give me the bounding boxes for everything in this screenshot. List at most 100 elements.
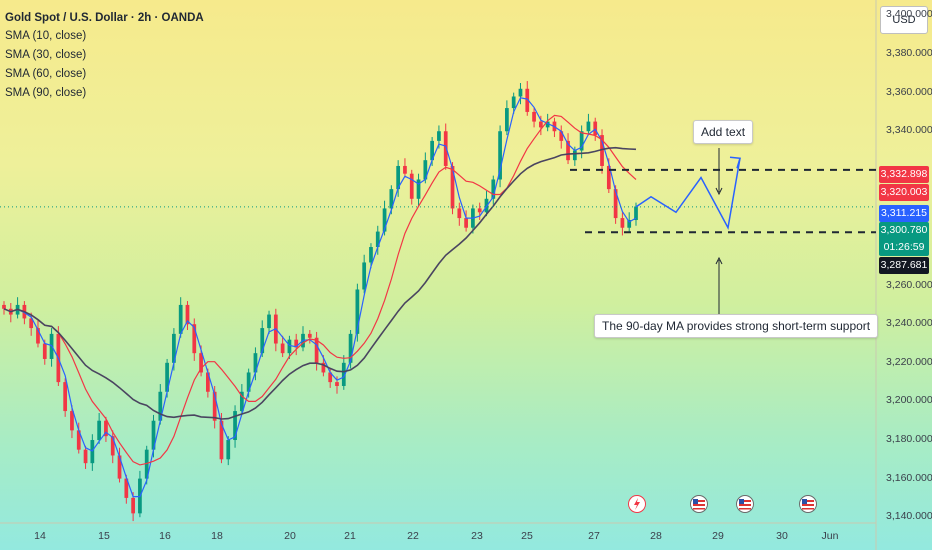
price-tick: 3,200.000 xyxy=(886,394,932,407)
date-tick: 28 xyxy=(650,530,662,542)
candle-body xyxy=(307,333,312,338)
candle-body xyxy=(70,411,74,431)
candle-body xyxy=(627,220,632,228)
us-flag-icon[interactable] xyxy=(690,495,708,513)
candle-body xyxy=(321,362,326,373)
candle-body xyxy=(375,231,380,248)
candle-body xyxy=(267,314,271,329)
candles-layer xyxy=(2,81,638,522)
candle-body xyxy=(477,208,482,213)
sma-30-line xyxy=(3,114,637,466)
price-tick: 3,360.000 xyxy=(886,85,932,98)
candle-body xyxy=(117,455,122,479)
candle-body xyxy=(144,449,149,479)
candle-body xyxy=(586,121,591,132)
candle-body xyxy=(505,108,509,132)
add-text-callout[interactable]: Add text xyxy=(693,120,754,144)
candle-body xyxy=(403,165,407,174)
currency-button[interactable]: USD xyxy=(880,6,928,34)
candle-body xyxy=(158,391,163,421)
price-label-last-text: 3,300.780 xyxy=(880,224,928,236)
candle-body xyxy=(566,140,570,161)
candle-body xyxy=(185,304,190,325)
legend-sma-60[interactable]: SMA (60, close) xyxy=(5,68,87,80)
candle-body xyxy=(36,328,40,344)
price-label-last: 3,300.780 xyxy=(879,222,929,239)
legend-sma-10[interactable]: SMA (10, close) xyxy=(5,30,87,42)
candle-body xyxy=(613,189,618,219)
date-tick: Jun xyxy=(821,530,839,542)
candle-body xyxy=(287,339,292,354)
countdown-text: 01:26:59 xyxy=(883,241,925,253)
candle-body xyxy=(511,96,516,109)
legend-sma-30[interactable]: SMA (30, close) xyxy=(5,49,87,61)
candle-body xyxy=(335,382,339,386)
date-tick: 23 xyxy=(471,530,483,542)
date-tick: 22 xyxy=(407,530,419,542)
price-label-support-text: 3,287.681 xyxy=(880,259,928,271)
candle-body xyxy=(192,324,197,354)
candle-body xyxy=(294,339,299,348)
us-flag-icon[interactable] xyxy=(799,495,817,513)
candle-body xyxy=(382,208,387,232)
us-flag-glyph xyxy=(802,499,814,510)
candle-body xyxy=(178,304,183,334)
price-label-sma30-text: 3,332.898 xyxy=(880,168,928,180)
us-flag-icon[interactable] xyxy=(736,495,754,513)
candle-body xyxy=(491,179,496,199)
candle-body xyxy=(151,420,156,450)
us-flag-glyph xyxy=(693,499,705,510)
date-tick: 25 xyxy=(521,530,533,542)
price-tick: 3,240.000 xyxy=(886,317,932,330)
candle-body xyxy=(362,262,367,290)
price-label-sma10: 3,311.215 xyxy=(879,205,929,222)
projection-path[interactable] xyxy=(635,158,741,230)
price-tick: 3,380.000 xyxy=(886,47,932,60)
candle-body xyxy=(545,121,550,128)
candle-body xyxy=(104,420,108,437)
candle-body xyxy=(572,150,577,161)
lightning-glyph xyxy=(634,498,640,510)
sma-10-line xyxy=(3,97,637,498)
price-label-resistance-text: 3,320.003 xyxy=(880,186,928,198)
sma-90-line xyxy=(3,146,637,420)
legend-title[interactable]: Gold Spot / U.S. Dollar · 2h · OANDA xyxy=(5,12,204,24)
callout-pointer-bottom-tip xyxy=(715,256,723,265)
lightning-icon[interactable] xyxy=(628,495,646,513)
price-tick: 3,400.000 xyxy=(886,8,932,21)
projection-arrowhead xyxy=(729,156,741,169)
candle-body xyxy=(443,131,448,166)
candle-body xyxy=(538,121,543,128)
candle-body xyxy=(423,160,428,180)
candle-body xyxy=(42,343,47,359)
support-note-callout[interactable]: The 90-day MA provides strong short-term… xyxy=(594,314,879,338)
candle-body xyxy=(450,165,455,209)
candle-body xyxy=(593,121,598,136)
candle-body xyxy=(396,165,401,190)
candle-body xyxy=(457,208,462,219)
candle-body xyxy=(498,131,502,180)
candle-body xyxy=(97,420,102,441)
candle-body xyxy=(341,362,346,386)
price-tick: 3,340.000 xyxy=(886,124,932,137)
candle-body xyxy=(280,343,285,354)
candle-body xyxy=(131,497,135,514)
candle-body xyxy=(348,333,353,363)
candle-body xyxy=(314,337,319,363)
candle-body xyxy=(239,391,244,412)
projection-layer xyxy=(635,148,741,314)
candle-body xyxy=(253,353,258,373)
candle-body xyxy=(83,449,88,464)
candle-body xyxy=(219,420,224,460)
candle-body xyxy=(600,135,604,166)
date-tick: 14 xyxy=(34,530,46,542)
sma-layer xyxy=(3,97,637,498)
price-label-resistance: 3,320.003 xyxy=(879,184,929,201)
candle-body xyxy=(76,430,81,450)
candle-body xyxy=(124,478,129,498)
candle-body xyxy=(212,391,217,421)
legend-sma-90[interactable]: SMA (90, close) xyxy=(5,87,87,99)
candle-body xyxy=(328,372,333,383)
